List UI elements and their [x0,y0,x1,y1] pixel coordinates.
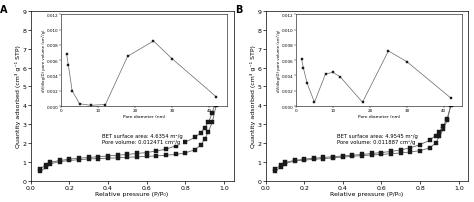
X-axis label: Relative pressure (P/P₀): Relative pressure (P/P₀) [95,191,169,197]
Y-axis label: Quantity adsorbed (cm³ g⁻¹ STP): Quantity adsorbed (cm³ g⁻¹ STP) [15,45,21,147]
X-axis label: Relative pressure (P/P₀): Relative pressure (P/P₀) [330,191,403,197]
Text: BET surface area: 4.6354 m²/g
Pore volume: 0.012471 cm³/g: BET surface area: 4.6354 m²/g Pore volum… [101,134,182,144]
Text: B: B [235,5,243,15]
Text: A: A [0,5,8,15]
Y-axis label: Quantity adsorbed (cm³ g⁻¹ STP): Quantity adsorbed (cm³ g⁻¹ STP) [250,45,256,147]
Text: BET surface area: 4.9545 m²/g
Pore volume: 0.011887 cm³/g: BET surface area: 4.9545 m²/g Pore volum… [337,134,418,144]
